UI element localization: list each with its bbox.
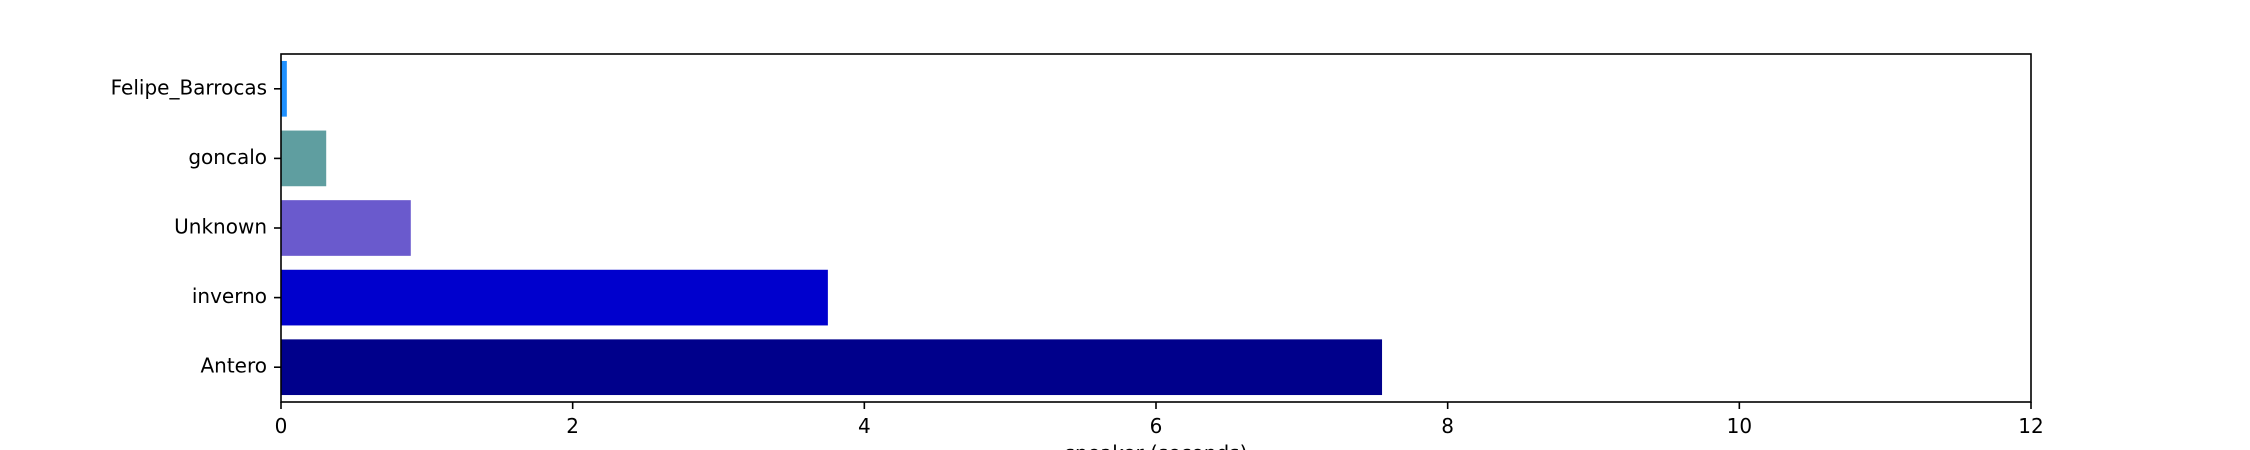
x-tick-label: 10 <box>1727 414 1752 438</box>
bar-felipe-barrocas <box>281 60 287 117</box>
x-tick-label: 0 <box>275 414 288 438</box>
bar-antero <box>281 339 1383 396</box>
x-tick-label: 2 <box>566 414 579 438</box>
x-tick-label: 6 <box>1150 414 1163 438</box>
x-axis-label: speaker (seconds) <box>1065 441 1248 450</box>
bar-goncalo <box>281 130 327 187</box>
y-tick-label: Unknown <box>174 215 267 239</box>
x-tick-label: 12 <box>2018 414 2043 438</box>
bar-unknown <box>281 200 411 256</box>
bars-layer <box>281 60 1383 396</box>
y-tick-label: goncalo <box>188 145 267 169</box>
bar-inverno <box>281 269 828 326</box>
y-tick-label: inverno <box>192 284 267 308</box>
y-tick-label: Antero <box>200 354 267 378</box>
y-tick-label: Felipe_Barrocas <box>111 75 267 99</box>
x-axis: 0 2 4 6 8 10 12 <box>275 402 2044 438</box>
x-tick-label: 4 <box>858 414 871 438</box>
x-tick-label: 8 <box>1441 414 1454 438</box>
